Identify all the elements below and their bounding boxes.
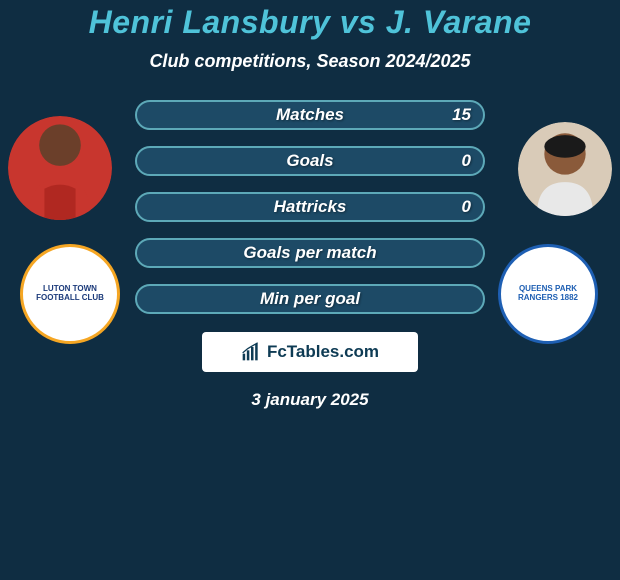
comparison-card: Henri Lansbury vs J. Varane Club competi… xyxy=(0,0,620,580)
player1-club-label: LUTON TOWN FOOTBALL CLUB xyxy=(23,285,117,303)
branding-text: FcTables.com xyxy=(267,342,379,362)
content-area: LUTON TOWN FOOTBALL CLUB QUEENS PARK RAN… xyxy=(0,100,620,410)
stat-bar: Min per goal xyxy=(135,284,485,314)
stat-bar: Matches 15 xyxy=(135,100,485,130)
stat-label: Min per goal xyxy=(260,289,360,309)
subtitle: Club competitions, Season 2024/2025 xyxy=(0,51,620,72)
stat-bar: Goals 0 xyxy=(135,146,485,176)
stat-label: Hattricks xyxy=(274,197,347,217)
title-player2: J. Varane xyxy=(386,4,532,40)
player2-club-badge: QUEENS PARK RANGERS 1882 xyxy=(498,244,598,344)
branding-badge: FcTables.com xyxy=(202,332,418,372)
stat-label: Goals per match xyxy=(243,243,376,263)
stat-value-right: 15 xyxy=(452,105,471,125)
stat-bars: Matches 15 Goals 0 Hattricks 0 Goals per match… xyxy=(135,100,485,314)
player2-avatar xyxy=(518,122,612,216)
stat-value-right: 0 xyxy=(462,151,471,171)
chart-icon xyxy=(241,342,261,362)
stat-value-right: 0 xyxy=(462,197,471,217)
player2-club-label: QUEENS PARK RANGERS 1882 xyxy=(501,285,595,303)
player1-avatar xyxy=(8,116,112,220)
stat-bar: Goals per match xyxy=(135,238,485,268)
stat-label: Matches xyxy=(276,105,344,125)
date-text: 3 january 2025 xyxy=(0,390,620,410)
player1-club-badge: LUTON TOWN FOOTBALL CLUB xyxy=(20,244,120,344)
stat-label: Goals xyxy=(286,151,333,171)
title-player1: Henri Lansbury xyxy=(89,4,331,40)
title-vs: vs xyxy=(340,4,377,40)
comparison-title: Henri Lansbury vs J. Varane xyxy=(0,0,620,41)
stat-bar: Hattricks 0 xyxy=(135,192,485,222)
